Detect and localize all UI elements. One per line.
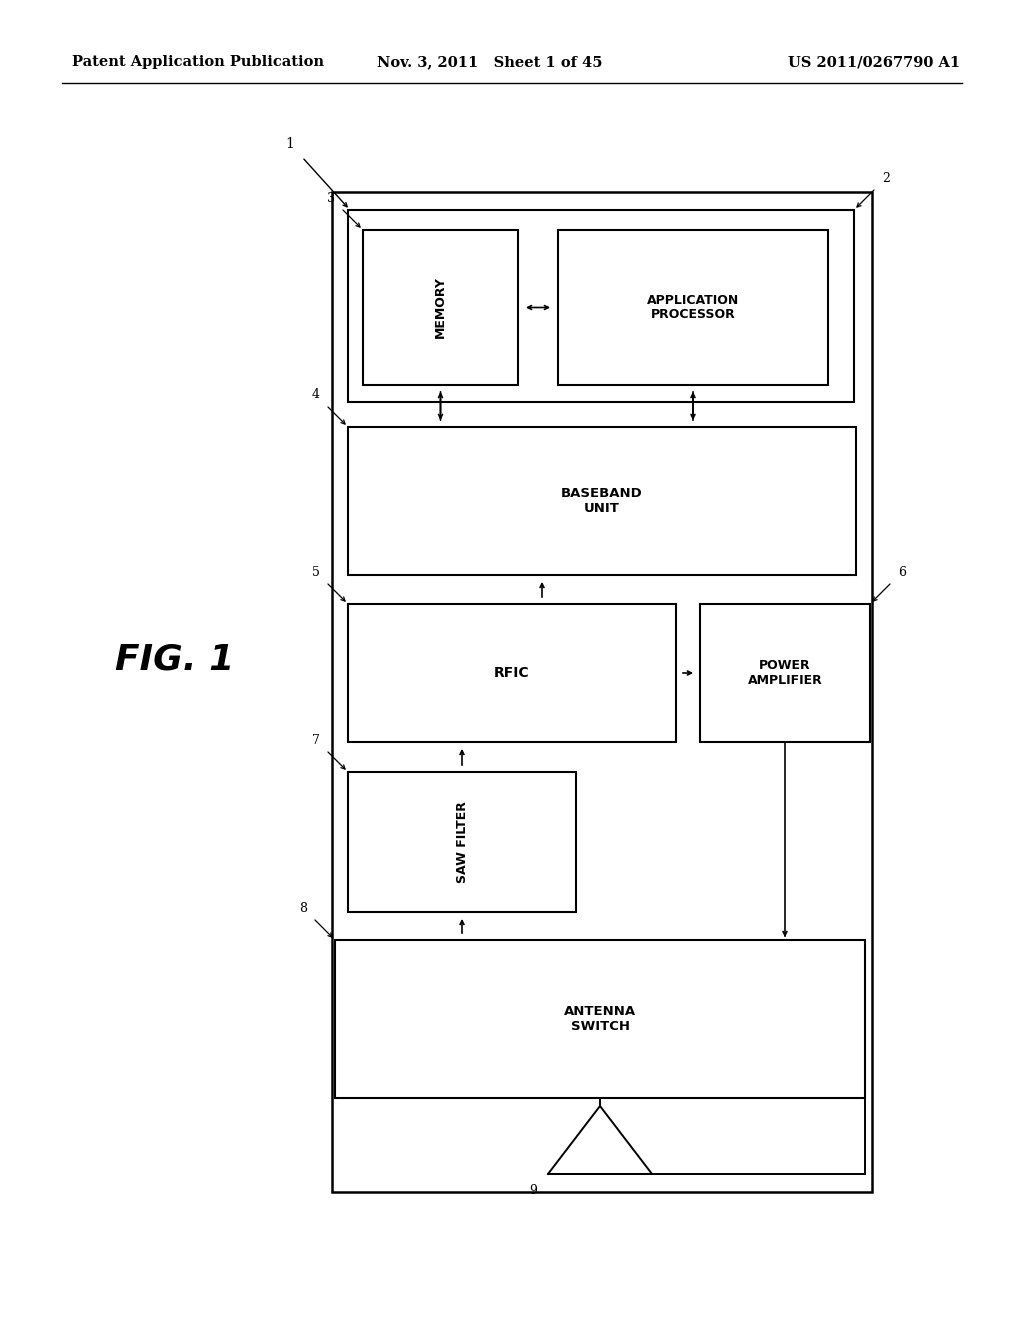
Text: 5: 5 (312, 565, 319, 578)
Text: 7: 7 (312, 734, 319, 747)
Text: 2: 2 (882, 172, 890, 185)
Bar (362, 230, 518, 385)
Bar (348, 772, 575, 912)
Text: ANTENNA
SWITCH: ANTENNA SWITCH (564, 1005, 636, 1034)
Bar (335, 940, 865, 1098)
Text: 4: 4 (312, 388, 319, 401)
Text: 3: 3 (327, 191, 335, 205)
Text: 8: 8 (299, 902, 307, 915)
Bar (332, 191, 872, 1192)
Text: APPLICATION
PROCESSOR: APPLICATION PROCESSOR (647, 293, 739, 322)
Bar (348, 605, 676, 742)
Text: MEMORY: MEMORY (434, 277, 447, 338)
Bar (558, 230, 828, 385)
Text: RFIC: RFIC (495, 667, 529, 680)
Text: 1: 1 (286, 137, 295, 150)
Text: BASEBAND
UNIT: BASEBAND UNIT (561, 487, 643, 515)
Bar (348, 210, 854, 403)
Bar (700, 605, 870, 742)
Text: Patent Application Publication: Patent Application Publication (72, 55, 324, 69)
Text: SAW FILTER: SAW FILTER (456, 801, 469, 883)
Text: US 2011/0267790 A1: US 2011/0267790 A1 (787, 55, 961, 69)
Text: 6: 6 (898, 565, 906, 578)
Text: 9: 9 (529, 1184, 537, 1197)
Bar (348, 426, 856, 576)
Text: POWER
AMPLIFIER: POWER AMPLIFIER (748, 659, 822, 686)
Text: FIG. 1: FIG. 1 (116, 643, 234, 677)
Text: Nov. 3, 2011   Sheet 1 of 45: Nov. 3, 2011 Sheet 1 of 45 (377, 55, 603, 69)
